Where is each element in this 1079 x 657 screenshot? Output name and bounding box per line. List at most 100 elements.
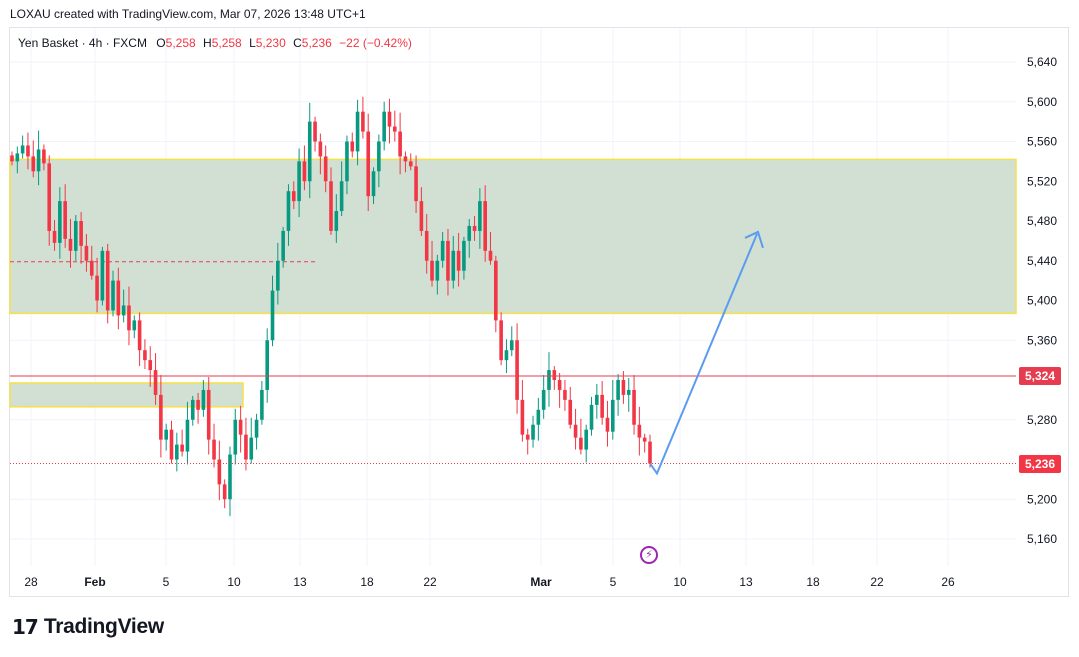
time-tick-label: 26	[941, 575, 955, 589]
candle-body	[68, 238, 73, 251]
candle	[121, 289, 126, 323]
candle-body	[419, 201, 424, 231]
candle-body	[52, 230, 57, 243]
candle-body	[610, 399, 615, 432]
price-tick-label: 5,640	[1027, 55, 1057, 69]
candle	[169, 420, 174, 464]
candle	[26, 132, 30, 170]
candle-body	[238, 419, 243, 435]
candle	[605, 400, 610, 447]
candle	[531, 415, 535, 448]
candle	[52, 220, 57, 251]
candle	[137, 312, 142, 367]
candle	[563, 380, 567, 411]
candle	[382, 101, 386, 151]
candle	[387, 98, 392, 144]
candle-body	[515, 340, 519, 400]
candle	[302, 145, 307, 191]
price-tick-label: 5,200	[1027, 492, 1057, 506]
candle	[648, 434, 652, 468]
price-tick-label: 5,400	[1027, 294, 1057, 308]
candle	[47, 155, 52, 246]
price-tick-label: 5,520	[1027, 174, 1057, 188]
candle	[180, 429, 184, 457]
legend-symbol: Yen Basket · 4h · FXCM	[18, 36, 147, 50]
candle	[414, 155, 418, 214]
candle	[42, 144, 46, 171]
supply-zone	[9, 158, 1017, 315]
candle-body	[47, 163, 52, 231]
chart-credit-header: LOXAU created with TradingView.com, Mar …	[10, 7, 366, 21]
candle-body	[488, 250, 493, 261]
candle	[419, 187, 424, 236]
price-tick-label: 5,160	[1027, 532, 1057, 546]
candle	[371, 167, 376, 205]
candle	[105, 243, 110, 324]
candle-body	[79, 221, 83, 246]
candle-body	[254, 419, 259, 438]
projection-arrow	[649, 233, 758, 476]
candle	[323, 145, 328, 193]
candle	[557, 373, 562, 408]
candle-body	[430, 260, 434, 281]
legend-change: −22 (−0.42%)	[339, 36, 412, 50]
candle-body	[26, 145, 30, 157]
demand-zone	[9, 382, 244, 408]
flash-icon[interactable]: ⚡	[640, 546, 658, 564]
candle	[148, 346, 153, 387]
time-tick-label: 18	[360, 575, 374, 589]
candle-body	[127, 305, 131, 331]
candle	[212, 423, 216, 468]
candle-body	[398, 131, 402, 157]
candle-body	[286, 191, 291, 231]
candle	[446, 228, 450, 296]
time-tick-label: 5	[163, 575, 170, 589]
candle	[313, 116, 317, 152]
candle-body	[58, 201, 62, 243]
ohlc-legend: Yen Basket · 4h · FXCM O5,258 H5,258 L5,…	[18, 36, 416, 50]
candle	[329, 167, 333, 235]
candle-body	[153, 370, 158, 395]
candle	[260, 380, 264, 425]
candle	[515, 323, 519, 414]
candle-body	[568, 399, 573, 425]
candle-body	[323, 156, 328, 182]
candle	[276, 242, 280, 305]
candle	[84, 233, 89, 272]
candle-body	[366, 131, 371, 197]
candle-body	[313, 121, 317, 142]
candle	[424, 214, 429, 274]
candle	[201, 380, 206, 417]
candle-body	[456, 250, 461, 271]
time-axis: 28 Feb 5 10 13 18 22 Mar 5 10 13 18 22 26	[24, 575, 955, 589]
candle	[36, 130, 41, 186]
candle-body	[180, 444, 184, 452]
candle	[488, 231, 493, 265]
candle-body	[190, 399, 195, 420]
candle	[111, 270, 115, 317]
candle	[589, 396, 594, 436]
candle	[297, 148, 301, 218]
legend-low-label: L	[249, 36, 256, 50]
candle	[244, 417, 248, 471]
candle-body	[504, 350, 509, 361]
candle-body	[355, 111, 360, 152]
tradingview-logo[interactable]: 17 TradingView	[12, 615, 164, 639]
candle-body	[20, 145, 25, 154]
candle	[79, 212, 83, 264]
candle-body	[297, 161, 301, 202]
candle-body	[74, 221, 78, 251]
candle-body	[148, 360, 153, 371]
candle-body	[626, 389, 631, 395]
candle	[20, 135, 25, 159]
candle-body	[15, 153, 20, 162]
logo-text: TradingView	[43, 615, 164, 638]
candle-body	[637, 424, 642, 438]
candle	[286, 184, 291, 246]
candle-body	[525, 434, 530, 440]
time-tick-label: 13	[293, 575, 307, 589]
candle-body	[100, 250, 105, 301]
candle-body	[281, 230, 285, 261]
candle-body	[132, 320, 137, 331]
